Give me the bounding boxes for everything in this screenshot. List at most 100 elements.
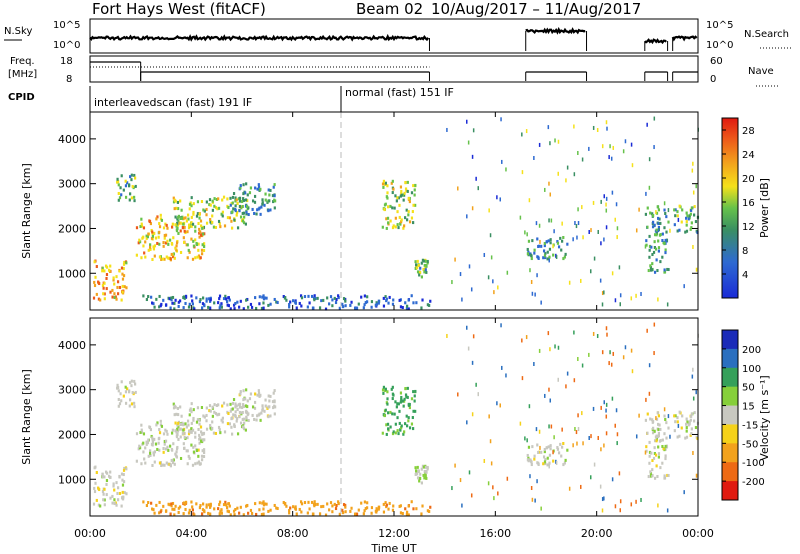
power-cell (654, 247, 658, 251)
velocity-cell (389, 425, 392, 429)
power-cell (200, 252, 204, 256)
power-cell (247, 305, 250, 309)
velocity-cell (225, 506, 229, 510)
power-cell (175, 248, 178, 252)
velocity-cell (268, 399, 271, 403)
power-cell (153, 254, 156, 258)
power-cell (663, 201, 666, 206)
power-cell (122, 262, 126, 266)
velocity-cell (489, 439, 492, 444)
power-cell (197, 248, 200, 252)
velocity-cell (659, 466, 662, 470)
velocity-cell (250, 511, 254, 515)
velocity-cell (331, 504, 334, 508)
velocity-cell (236, 417, 239, 421)
velocity-cell (269, 508, 272, 512)
velocity-cell (219, 431, 222, 435)
power-cell (173, 198, 176, 202)
power-cell (334, 301, 338, 305)
velocity-cell (208, 503, 211, 507)
velocity-cell (142, 500, 145, 504)
power-cell (386, 184, 389, 188)
velocity-cell (657, 455, 660, 459)
power-cell (661, 239, 664, 243)
power-cell (451, 280, 453, 285)
velocity-cell (421, 464, 425, 468)
velocity-cell (130, 379, 133, 383)
power-cell (548, 255, 551, 259)
power-cell (213, 204, 216, 208)
power-cell (256, 187, 259, 191)
velocity-cell (245, 418, 248, 422)
velocity-cell (592, 331, 595, 336)
velocity-cell (588, 352, 590, 357)
power-cell (162, 244, 165, 248)
power-cell (168, 256, 171, 260)
velocity-cell (257, 391, 261, 395)
velocity-cell (387, 507, 390, 511)
power-cell (202, 248, 206, 252)
power-cell (159, 213, 162, 217)
power-cell (652, 220, 655, 224)
velocity-cell (101, 475, 104, 479)
velocity-cell (256, 414, 259, 418)
velocity-cell (677, 423, 680, 428)
power-cell (547, 239, 550, 243)
power-cell (414, 203, 417, 207)
power-cell (391, 302, 395, 306)
power-cell (649, 266, 653, 270)
velocity-cell (566, 371, 569, 376)
power-cell (196, 255, 199, 259)
power-cell (137, 241, 140, 245)
velocity-cell (529, 474, 531, 479)
velocity-cell (412, 390, 415, 394)
velocity-cell (664, 454, 667, 458)
power-cell (274, 199, 277, 203)
velocity-cell (601, 350, 604, 355)
velocity-cell (655, 417, 659, 421)
power-cell (381, 182, 385, 186)
power-cell (681, 208, 684, 212)
power-cell (631, 163, 634, 168)
velocity-cell (548, 453, 552, 457)
power-cell (657, 222, 660, 226)
velocity-cell (664, 418, 667, 422)
velocity-cell (556, 447, 560, 451)
chart-title-dates: 10/Aug/2017 – 11/Aug/2017 (431, 0, 641, 18)
power-cell (677, 217, 680, 222)
velocity-cell (561, 445, 564, 449)
power-cell (212, 225, 216, 229)
power-cell (158, 294, 161, 298)
velocity-cell (113, 488, 116, 492)
x-axis-label: Time UT (370, 542, 416, 554)
power-cell (313, 298, 316, 302)
velocity-cell (684, 436, 687, 440)
power-cell (121, 277, 125, 281)
velocity-cell (695, 473, 698, 478)
power-cell (128, 183, 131, 187)
velocity-cell (126, 387, 129, 391)
power-cell (199, 219, 203, 223)
power-cell (655, 228, 658, 232)
power-cell (695, 267, 698, 272)
velocity-cell (269, 414, 272, 418)
velocity-cell (244, 404, 248, 408)
velocity-cell (548, 464, 550, 469)
power-cell (220, 305, 223, 309)
velocity-colorbar-frame (721, 329, 739, 501)
power-cell (197, 254, 201, 258)
power-cell (645, 243, 648, 247)
velocity-cell (93, 466, 96, 470)
power-cell (112, 278, 115, 282)
velocity-cell (685, 426, 688, 430)
velocity-cell (176, 429, 180, 433)
velocity-cell (665, 436, 668, 440)
power-cell (560, 248, 563, 252)
power-cell (690, 226, 693, 230)
power-cell (366, 295, 369, 299)
velocity-cell (425, 476, 428, 480)
velocity-cell (128, 389, 131, 393)
power-cell (221, 214, 224, 218)
velocity-cell (197, 427, 200, 431)
power-cell (190, 237, 193, 241)
